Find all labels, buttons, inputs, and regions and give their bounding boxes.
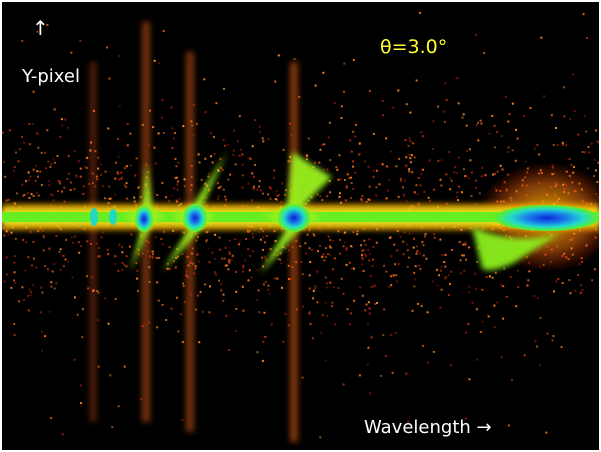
x-axis-label: Wavelength → <box>364 417 492 438</box>
star-features <box>90 152 599 274</box>
y-axis-label: Y-pixel <box>22 66 80 87</box>
y-axis-arrow: ↑ <box>32 16 49 40</box>
angle-label: θ=3.0° <box>380 36 448 58</box>
